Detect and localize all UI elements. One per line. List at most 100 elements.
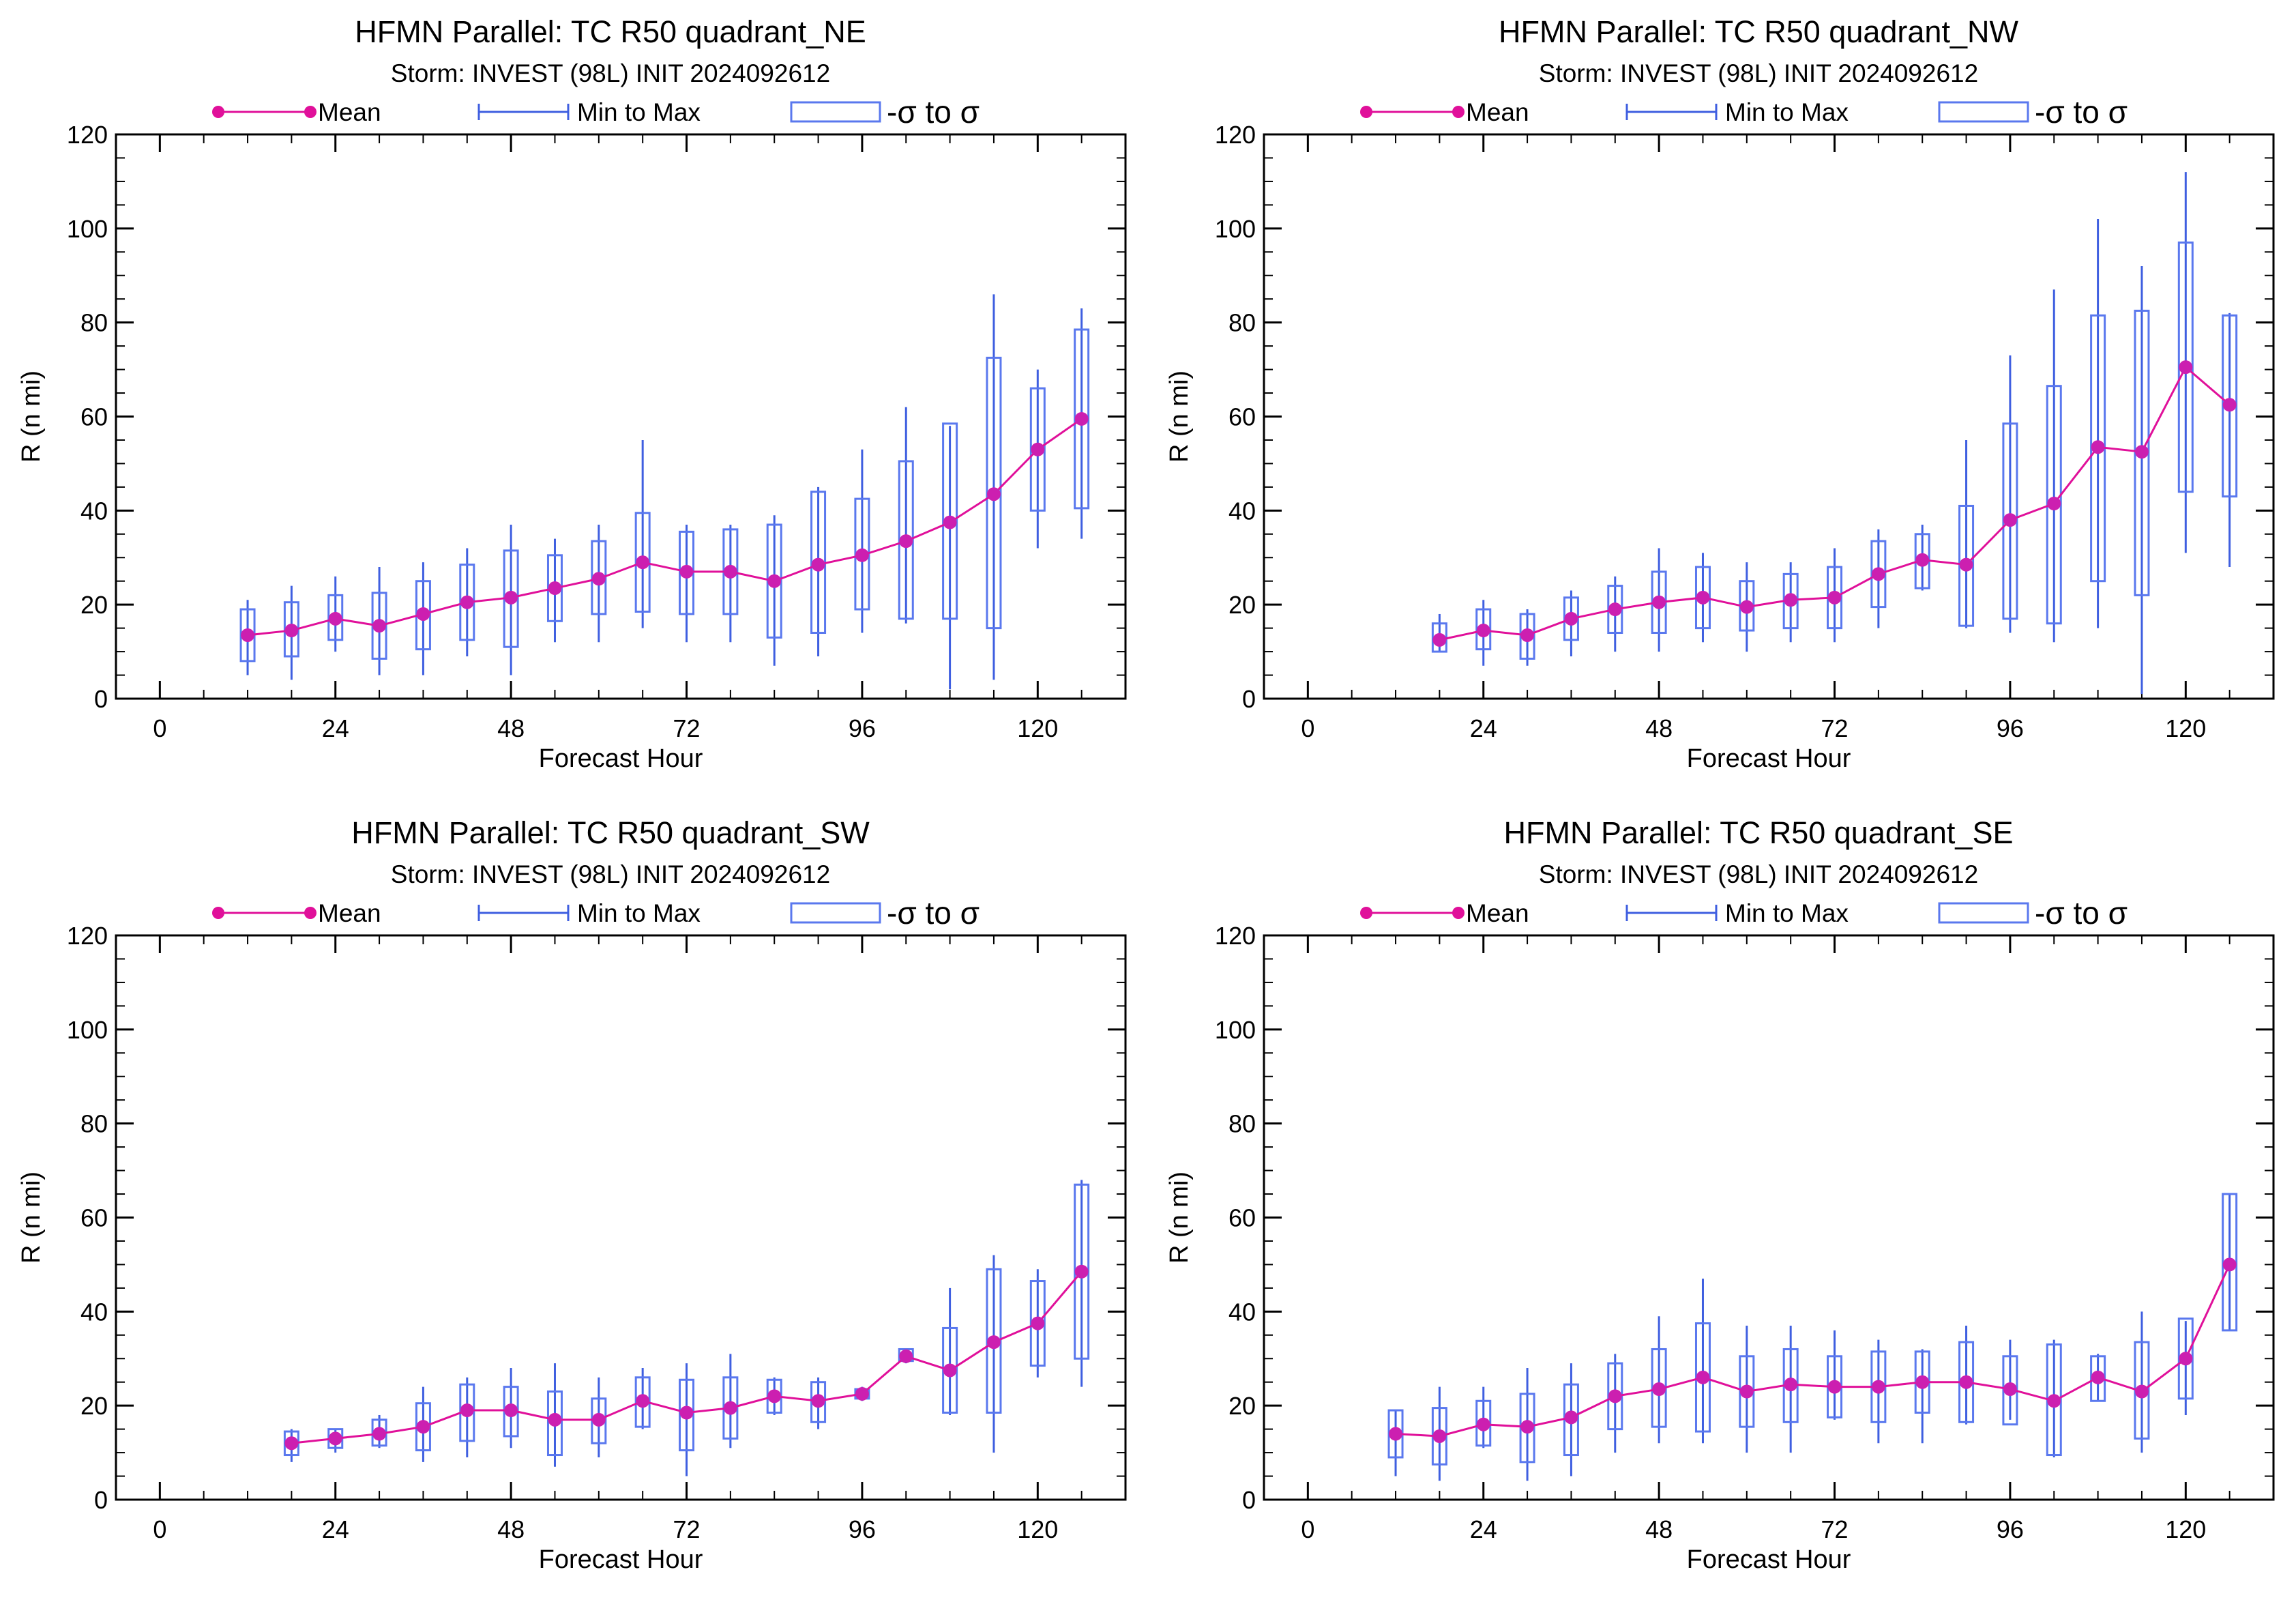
sigma-box (679, 530, 695, 615)
mean-point (1652, 1382, 1666, 1397)
legend-sigma-label: -σ to σ (887, 895, 980, 931)
x-tick-label: 48 (497, 714, 525, 742)
x-tick-label: 120 (1017, 714, 1058, 742)
legend-mean-marker (212, 106, 224, 118)
y-tick-label: 100 (67, 215, 108, 243)
mean-point (2134, 445, 2149, 459)
legend-mean-marker (212, 907, 224, 919)
mean-point (1827, 1380, 1842, 1394)
chart-panel-3: HFMN Parallel: TC R50 quadrant_SW Storm: … (17, 815, 1127, 1574)
legend: Mean Min to Max -σ to σ (212, 94, 980, 130)
x-tick-label: 96 (1997, 714, 2024, 742)
x-tick-label: 24 (1470, 714, 1497, 742)
sigma-box (591, 540, 607, 615)
legend-sigma-label: -σ to σ (887, 94, 980, 130)
y-tick-label: 80 (80, 1110, 108, 1138)
sigma-box (2222, 1193, 2238, 1332)
sigma-box (1475, 1399, 1492, 1447)
y-axis-label: R (n mi) (17, 1171, 46, 1264)
legend-sigma-label: -σ to σ (2035, 94, 2128, 130)
mean-point (723, 564, 737, 579)
mean-point (855, 548, 869, 562)
x-tick-label: 120 (2165, 1515, 2206, 1543)
y-tick-label: 60 (80, 403, 108, 431)
mean-point (2003, 513, 2017, 527)
sigma-box (2134, 309, 2150, 596)
mean-point (986, 487, 1001, 501)
legend: Mean Min to Max -σ to σ (1360, 94, 2128, 130)
x-tick-label: 72 (1821, 714, 1848, 742)
mean-point (2179, 360, 2193, 375)
chart-panel-4: HFMN Parallel: TC R50 quadrant_SE Storm: … (1165, 815, 2275, 1574)
x-tick-label: 96 (849, 714, 876, 742)
sigma-box (1519, 613, 1535, 660)
mean-point (1784, 593, 1798, 607)
y-tick-label: 80 (80, 309, 108, 337)
y-tick-label: 40 (80, 497, 108, 525)
mean-point (986, 1335, 1001, 1350)
plot-frame (1263, 934, 2275, 1501)
legend-sigma-box (1938, 101, 2029, 123)
y-tick-label: 100 (1215, 1016, 1256, 1044)
mean-point (2003, 1382, 2017, 1397)
mean-point (1827, 590, 1842, 605)
sigma-box (1958, 504, 1975, 627)
mean-point (1696, 1370, 1710, 1384)
chart-subtitle: Storm: INVEST (98L) INIT 2024092612 (1539, 860, 1978, 888)
legend-mean-label: Mean (318, 899, 381, 927)
mean-point (811, 1394, 825, 1408)
mean-point (636, 1394, 650, 1408)
mean-point (504, 590, 518, 605)
legend-sigma-box (1938, 902, 2029, 924)
mean-point (1608, 1389, 1622, 1403)
x-axis-label: Forecast Hour (1687, 744, 1851, 773)
x-tick-label: 72 (1821, 1515, 1848, 1543)
mean-point (591, 1412, 606, 1427)
sigma-box (810, 1381, 827, 1423)
mean-point (241, 628, 255, 642)
mean-point (2134, 1384, 2149, 1399)
mean-point (284, 624, 299, 638)
x-tick-label: 72 (673, 1515, 700, 1543)
chart-title: HFMN Parallel: TC R50 quadrant_SE (1504, 815, 2014, 850)
mean-point (1432, 632, 1447, 647)
legend-mean-marker (1360, 907, 1372, 919)
x-tick-label: 48 (497, 1515, 525, 1543)
sigma-box (942, 422, 958, 620)
mean-point (1915, 553, 1930, 567)
legend-mean-label: Mean (1466, 98, 1529, 126)
y-tick-label: 0 (1242, 1486, 1256, 1514)
plot-frame (115, 133, 1127, 700)
y-axis-label: R (n mi) (1165, 1171, 1194, 1264)
mean-point (899, 534, 913, 549)
mean-point (1608, 602, 1622, 617)
mean-point (723, 1401, 737, 1415)
mean-point (548, 581, 562, 596)
mean-point (855, 1386, 869, 1401)
mean-point (2222, 398, 2237, 412)
mean-point (372, 619, 387, 633)
x-tick-label: 0 (1301, 714, 1314, 742)
y-tick-label: 20 (1228, 1392, 1256, 1420)
legend-mean-marker (1360, 106, 1372, 118)
mean-point (1389, 1427, 1403, 1441)
legend: Mean Min to Max -σ to σ (212, 895, 980, 931)
y-tick-label: 40 (1228, 497, 1256, 525)
sigma-box (591, 1397, 607, 1444)
mean-point (284, 1436, 299, 1451)
sigma-box (2002, 422, 2018, 620)
sigma-box (898, 460, 914, 620)
mean-point (504, 1403, 518, 1418)
mean-line (1395, 1264, 2231, 1438)
y-tick-label: 80 (1228, 309, 1256, 337)
legend-range-label: Min to Max (1725, 98, 1849, 126)
mean-point (2222, 1257, 2237, 1272)
chart-subtitle: Storm: INVEST (98L) INIT 2024092612 (391, 59, 830, 87)
mean-point (1739, 1384, 1754, 1399)
mean-point (943, 515, 957, 529)
y-tick-label: 120 (1215, 922, 1256, 950)
legend-sigma-box (790, 902, 881, 924)
chart-title: HFMN Parallel: TC R50 quadrant_NE (355, 14, 866, 49)
y-tick-label: 40 (1228, 1298, 1256, 1326)
mean-point (1031, 1316, 1045, 1330)
